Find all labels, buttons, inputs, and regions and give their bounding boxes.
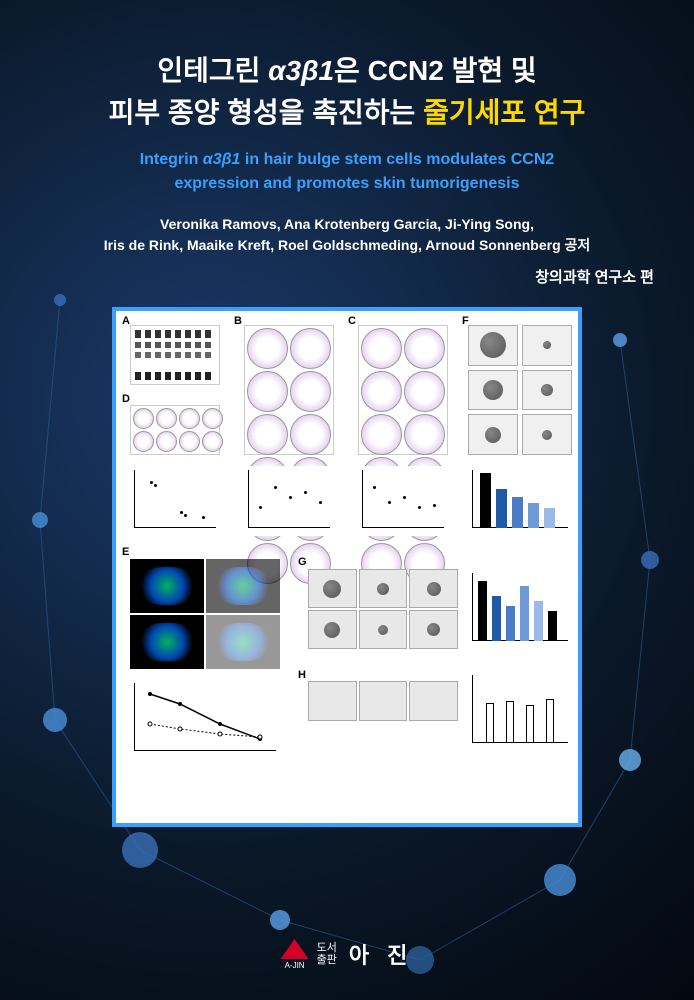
figure-panel: A B C D F — [112, 307, 582, 827]
publisher-name: 아 진 — [349, 938, 414, 970]
publisher-small: A-JIN — [285, 961, 305, 970]
authors-2: Iris de Rink, Maaike Kreft, Roel Goldsch… — [104, 237, 591, 253]
title-ko-1a: 인테그린 — [157, 55, 268, 86]
panel-g-barchart — [468, 569, 572, 649]
authors-1: Veronika Ramovs, Ana Krotenberg Garcia, … — [160, 216, 534, 232]
panel-b-wells — [244, 325, 334, 455]
title-ko-1c: 은 CCN2 발현 및 — [334, 55, 537, 86]
publisher-text: 도서 출판 — [317, 942, 337, 966]
panel-h-barchart — [468, 671, 572, 751]
panel-label-d: D — [122, 393, 130, 405]
panel-g-grid — [308, 569, 458, 649]
panel-label-c: C — [348, 315, 356, 327]
panel-label-g: G — [298, 556, 307, 568]
panel-e-fluor — [130, 559, 280, 669]
panel-c-wells — [358, 325, 448, 455]
panel-e-linechart — [130, 679, 280, 759]
panel-f-barchart — [468, 466, 572, 536]
panel-b-chart — [244, 466, 334, 536]
pub-text-1: 도서 — [317, 942, 337, 954]
title-ko-2a: 피부 종양 형성을 촉진하는 — [109, 97, 423, 128]
title-en-1c: in hair bulge stem cells modulates CCN2 — [240, 151, 554, 168]
title-en-1a: Integrin — [140, 151, 203, 168]
english-title: Integrin α3β1 in hair bulge stem cells m… — [40, 148, 654, 196]
publisher-block: A-JIN 도서 출판 아 진 — [281, 938, 414, 970]
publisher-logo: A-JIN — [281, 939, 309, 970]
editor-credit: 창의과학 연구소 편 — [40, 266, 654, 287]
panel-a-western — [130, 325, 220, 385]
title-en-2: expression and promotes skin tumorigenes… — [175, 175, 520, 192]
title-en-italic: α3β1 — [203, 151, 241, 168]
title-ko-italic: α3β1 — [268, 55, 334, 86]
authors-block: Veronika Ramovs, Ana Krotenberg Garcia, … — [40, 214, 654, 256]
panel-label-b: B — [234, 315, 242, 327]
panel-c-chart — [358, 466, 448, 536]
korean-title: 인테그린 α3β1은 CCN2 발현 및 피부 종양 형성을 촉진하는 줄기세포… — [40, 50, 654, 134]
triangle-icon — [281, 939, 309, 959]
main-content: 인테그린 α3β1은 CCN2 발현 및 피부 종양 형성을 촉진하는 줄기세포… — [0, 0, 694, 827]
pub-text-2: 출판 — [317, 954, 337, 966]
panel-f-grid — [468, 325, 572, 455]
panel-label-h: H — [298, 669, 306, 681]
panel-h-grid — [308, 681, 458, 721]
panel-label-a: A — [122, 315, 130, 327]
panel-d-chart — [130, 466, 220, 536]
title-ko-highlight: 줄기세포 연구 — [423, 97, 585, 128]
panel-label-e: E — [122, 546, 129, 558]
panel-d-wells — [130, 405, 220, 455]
